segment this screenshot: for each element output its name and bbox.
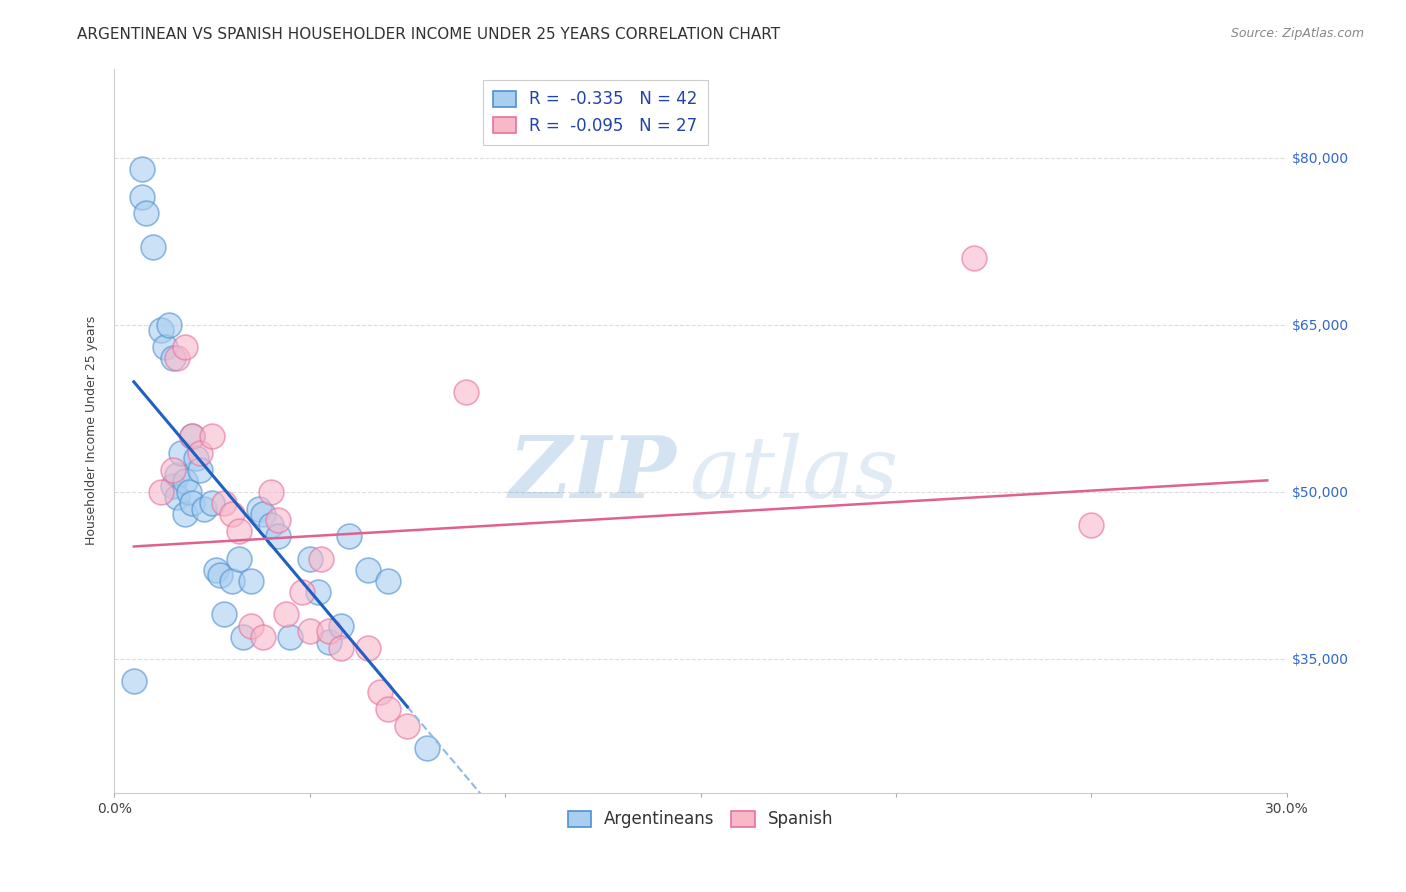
Point bbox=[157, 318, 180, 332]
Point bbox=[150, 484, 173, 499]
Point bbox=[208, 568, 231, 582]
Text: Source: ZipAtlas.com: Source: ZipAtlas.com bbox=[1230, 27, 1364, 40]
Point bbox=[188, 462, 211, 476]
Point bbox=[170, 446, 193, 460]
Point bbox=[252, 507, 274, 521]
Point bbox=[318, 635, 340, 649]
Text: ZIP: ZIP bbox=[509, 433, 678, 516]
Point bbox=[228, 551, 250, 566]
Point bbox=[298, 624, 321, 639]
Point bbox=[131, 161, 153, 176]
Point bbox=[267, 513, 290, 527]
Point bbox=[131, 189, 153, 203]
Point bbox=[212, 607, 235, 622]
Point bbox=[330, 618, 353, 632]
Point bbox=[232, 630, 254, 644]
Point bbox=[186, 451, 208, 466]
Point bbox=[188, 446, 211, 460]
Point bbox=[1080, 518, 1102, 533]
Point bbox=[228, 524, 250, 538]
Point bbox=[368, 685, 391, 699]
Point bbox=[259, 484, 281, 499]
Point bbox=[181, 429, 204, 443]
Legend: Argentineans, Spanish: Argentineans, Spanish bbox=[561, 804, 841, 835]
Point bbox=[221, 507, 243, 521]
Text: atlas: atlas bbox=[689, 433, 898, 516]
Point bbox=[247, 501, 270, 516]
Point bbox=[311, 551, 333, 566]
Point bbox=[963, 251, 986, 265]
Point bbox=[173, 340, 195, 354]
Point bbox=[357, 640, 380, 655]
Point bbox=[291, 585, 314, 599]
Point bbox=[181, 496, 204, 510]
Point bbox=[162, 462, 184, 476]
Point bbox=[122, 674, 145, 689]
Point bbox=[298, 551, 321, 566]
Point bbox=[153, 340, 176, 354]
Point bbox=[150, 323, 173, 337]
Point bbox=[166, 468, 188, 483]
Point bbox=[201, 429, 224, 443]
Point bbox=[193, 501, 215, 516]
Point bbox=[173, 507, 195, 521]
Point bbox=[454, 384, 477, 399]
Point bbox=[221, 574, 243, 588]
Point bbox=[173, 474, 195, 488]
Text: ARGENTINEAN VS SPANISH HOUSEHOLDER INCOME UNDER 25 YEARS CORRELATION CHART: ARGENTINEAN VS SPANISH HOUSEHOLDER INCOM… bbox=[77, 27, 780, 42]
Point bbox=[240, 574, 263, 588]
Point bbox=[181, 429, 204, 443]
Point bbox=[377, 702, 399, 716]
Point bbox=[212, 496, 235, 510]
Point bbox=[135, 206, 157, 220]
Point bbox=[276, 607, 298, 622]
Point bbox=[416, 741, 439, 756]
Y-axis label: Householder Income Under 25 years: Householder Income Under 25 years bbox=[86, 316, 98, 545]
Point bbox=[357, 563, 380, 577]
Point bbox=[205, 563, 228, 577]
Point bbox=[166, 491, 188, 505]
Point bbox=[330, 640, 353, 655]
Point bbox=[337, 529, 360, 543]
Point bbox=[142, 240, 165, 254]
Point bbox=[278, 630, 301, 644]
Point bbox=[166, 351, 188, 366]
Point bbox=[307, 585, 329, 599]
Point bbox=[162, 351, 184, 366]
Point bbox=[377, 574, 399, 588]
Point bbox=[240, 618, 263, 632]
Point bbox=[252, 630, 274, 644]
Point bbox=[396, 719, 419, 733]
Point bbox=[259, 518, 281, 533]
Point bbox=[162, 479, 184, 493]
Point bbox=[318, 624, 340, 639]
Point bbox=[201, 496, 224, 510]
Point bbox=[177, 484, 200, 499]
Point bbox=[267, 529, 290, 543]
